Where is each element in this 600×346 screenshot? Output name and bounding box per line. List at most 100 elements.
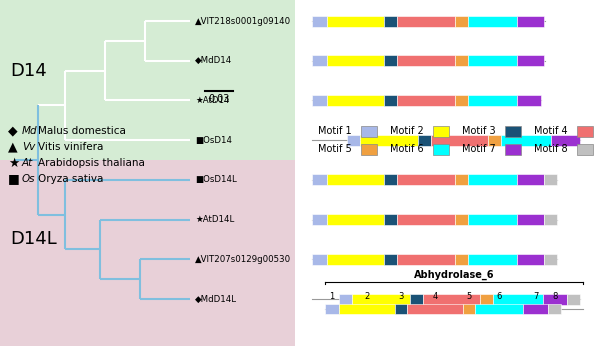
Bar (410, 293, 422, 304)
Bar (567, 293, 580, 304)
Bar (361, 126, 377, 137)
Bar (418, 135, 431, 146)
Bar (407, 304, 463, 314)
Text: ▲VIT218s0001g09140: ▲VIT218s0001g09140 (195, 17, 291, 26)
Text: ◆MdD14: ◆MdD14 (195, 56, 232, 65)
Text: 8: 8 (552, 292, 557, 301)
Text: 0.03: 0.03 (208, 94, 230, 104)
Bar (422, 293, 481, 304)
Bar (544, 254, 557, 265)
Bar (493, 293, 543, 304)
Text: ★AtD14L: ★AtD14L (195, 215, 234, 224)
Text: 1: 1 (329, 292, 335, 301)
Text: Motif 8: Motif 8 (534, 144, 568, 154)
Bar (385, 254, 397, 265)
Text: Os: Os (22, 174, 35, 184)
Bar (395, 304, 407, 314)
Text: Motif 6: Motif 6 (390, 144, 424, 154)
Bar (312, 214, 327, 225)
Bar (468, 16, 517, 27)
Bar (455, 254, 468, 265)
Text: ★AtD14: ★AtD14 (195, 96, 229, 105)
Text: Abhydrolase_6: Abhydrolase_6 (414, 270, 494, 280)
Bar (517, 214, 544, 225)
Text: ■: ■ (8, 173, 20, 185)
Text: 5: 5 (466, 292, 472, 301)
Bar (544, 174, 557, 185)
Bar (517, 174, 544, 185)
Bar (517, 55, 544, 66)
Text: At: At (22, 158, 33, 168)
Bar (352, 293, 410, 304)
Bar (385, 214, 397, 225)
Bar (327, 95, 385, 106)
Bar (339, 304, 395, 314)
Bar (327, 174, 385, 185)
Text: Arabidopsis thaliana: Arabidopsis thaliana (38, 158, 145, 168)
Bar (327, 55, 385, 66)
Bar (312, 95, 327, 106)
Text: ▲: ▲ (8, 140, 17, 154)
Bar (361, 144, 377, 155)
Text: ■OsD14: ■OsD14 (195, 136, 232, 145)
Bar (488, 135, 501, 146)
Text: 3: 3 (398, 292, 404, 301)
Bar (481, 293, 493, 304)
Bar (455, 55, 468, 66)
Bar (397, 16, 455, 27)
Bar (517, 254, 544, 265)
Bar (385, 16, 397, 27)
Bar (455, 16, 468, 27)
Bar (548, 304, 562, 314)
Text: Motif 3: Motif 3 (462, 126, 496, 136)
Text: Vitis vinifera: Vitis vinifera (38, 142, 103, 152)
Bar (468, 95, 517, 106)
Bar (339, 293, 352, 304)
Bar (0, 0, 295, 160)
Text: ■OsD14L: ■OsD14L (195, 175, 237, 184)
Bar (455, 214, 468, 225)
Text: Motif 2: Motif 2 (390, 126, 424, 136)
Bar (397, 254, 455, 265)
Bar (577, 126, 593, 137)
Bar (397, 174, 455, 185)
Bar (468, 55, 517, 66)
Bar (0, 160, 295, 346)
Text: 4: 4 (432, 292, 437, 301)
Bar (433, 144, 449, 155)
Bar (397, 55, 455, 66)
Bar (517, 16, 544, 27)
Text: ◆: ◆ (8, 125, 17, 137)
Bar (385, 95, 397, 106)
Bar (433, 126, 449, 137)
Bar (312, 16, 327, 27)
Bar (517, 95, 541, 106)
Text: ▲VIT207s0129g00530: ▲VIT207s0129g00530 (195, 255, 291, 264)
Bar (312, 254, 327, 265)
Text: D14L: D14L (10, 230, 57, 248)
Text: 7: 7 (533, 292, 538, 301)
Text: Motif 1: Motif 1 (318, 126, 352, 136)
Bar (327, 214, 385, 225)
Bar (551, 135, 580, 146)
Bar (325, 304, 339, 314)
Text: Oryza sativa: Oryza sativa (38, 174, 103, 184)
Bar (397, 214, 455, 225)
Bar (523, 304, 548, 314)
Text: Md: Md (22, 126, 38, 136)
Bar (501, 135, 551, 146)
Text: ★: ★ (8, 156, 19, 170)
Bar (505, 144, 521, 155)
Text: Motif 5: Motif 5 (318, 144, 352, 154)
Text: Motif 7: Motif 7 (462, 144, 496, 154)
Bar (463, 304, 475, 314)
Bar (544, 214, 557, 225)
Bar (505, 126, 521, 137)
Bar (327, 254, 385, 265)
Text: Malus domestica: Malus domestica (38, 126, 126, 136)
Bar (397, 95, 455, 106)
Text: D14: D14 (10, 62, 47, 80)
Text: Motif 4: Motif 4 (534, 126, 568, 136)
Bar (455, 174, 468, 185)
Bar (543, 293, 567, 304)
